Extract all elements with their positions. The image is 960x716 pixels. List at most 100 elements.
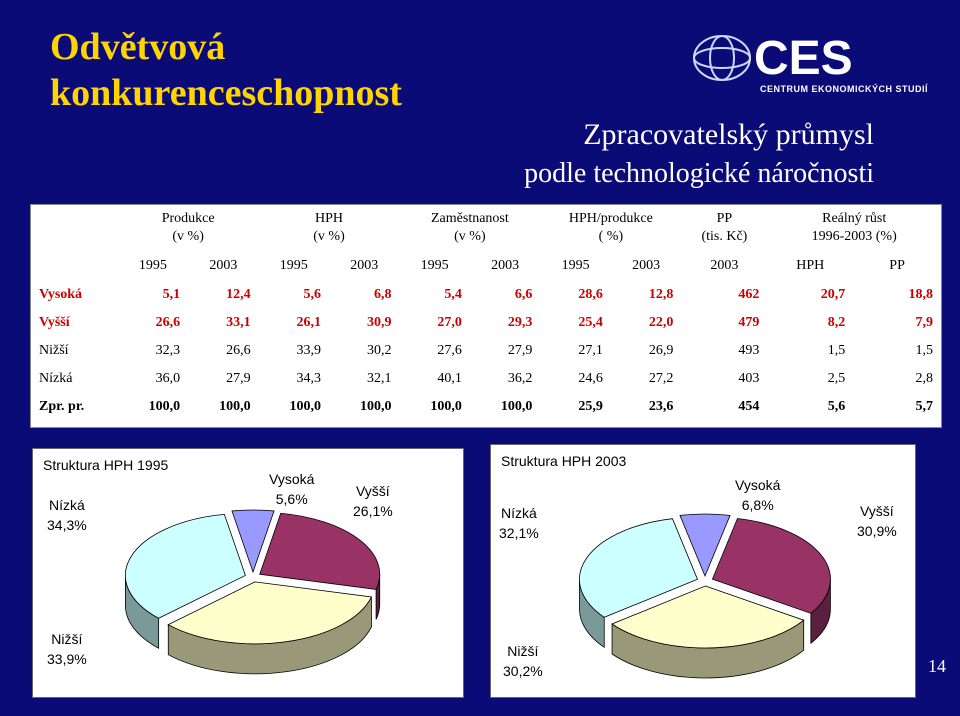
table-cell: 24,6 xyxy=(578,371,603,386)
table-cell: 2,8 xyxy=(915,371,934,386)
label-vyssi: Vyšší 30,9% xyxy=(857,501,897,541)
label-nizka: Nízká 32,1% xyxy=(499,503,539,543)
year-header-row: 1995 2003 1995 2003 1995 2003 1995 2003 … xyxy=(31,251,941,281)
group-header: PP (tis. Kč) xyxy=(701,211,748,244)
table-cell: 33,9 xyxy=(296,343,322,358)
table-cell: 493 xyxy=(738,343,760,358)
table-cell: 18,8 xyxy=(908,287,934,302)
year-cell: 1995 xyxy=(138,258,167,273)
title-line-1: Odvětvová xyxy=(50,26,226,68)
table-cell: 5,6 xyxy=(827,399,846,414)
group-header: HPH (v %) xyxy=(313,211,345,244)
table-cell: 403 xyxy=(738,371,760,386)
table-cell: 6,6 xyxy=(514,287,533,302)
pie-slice-nižší xyxy=(167,581,373,645)
group-header: Reálný růst 1996-2003 (%) xyxy=(811,211,897,244)
table-cell: 27,2 xyxy=(648,371,674,386)
pie-chart-svg xyxy=(124,509,381,675)
pie-chart-2003: Struktura HPH 2003 Nízká 32,1% Vysoká 6,8%… xyxy=(490,444,916,698)
label-nizsi: Nižší 33,9% xyxy=(47,629,87,669)
pie-slice-vysoká xyxy=(231,509,275,574)
table-cell: 5,7 xyxy=(915,399,934,414)
table-cell: 12,8 xyxy=(648,287,674,302)
row-label: Zpr. pr. xyxy=(39,399,85,414)
table-cell: 25,9 xyxy=(578,399,603,414)
table-cell: 5,4 xyxy=(444,287,462,302)
table-cell: 25,4 xyxy=(578,315,603,330)
row-label: Nižší xyxy=(39,343,69,358)
page-number: 14 xyxy=(928,656,946,676)
table-cell: 100,0 xyxy=(359,399,392,414)
year-cell: 2003 xyxy=(710,258,739,273)
data-table: Produkce (v %) HPH (v %) Zaměstnanost (v %)… xyxy=(30,204,942,428)
year-cell: 2003 xyxy=(350,258,379,273)
subtitle-line-1: Zpracovatelský průmysl xyxy=(583,118,874,151)
subtitle-line-2: podle technologické náročnosti xyxy=(524,158,874,189)
table-cell: 30,9 xyxy=(366,315,392,330)
year-cell: 1995 xyxy=(279,258,308,273)
table-cell: 40,1 xyxy=(437,371,462,386)
table-cell: 462 xyxy=(738,287,760,302)
table-cell: 100,0 xyxy=(148,399,181,414)
label-nizka: Nízká 34,3% xyxy=(47,495,87,535)
year-cell: 2003 xyxy=(491,258,520,273)
table-cell: 22,0 xyxy=(648,315,674,330)
table-cell: 2,5 xyxy=(827,371,846,386)
table-cell: 6,8 xyxy=(373,287,392,302)
table-row: Vyšší 26,6 33,1 26,1 30,9 27,0 29,3 25,4… xyxy=(31,309,941,337)
pie-slice-nízká xyxy=(579,518,699,618)
group-header-row: Produkce (v %) HPH (v %) Zaměstnanost (v %)… xyxy=(31,205,941,251)
table-cell: 27,1 xyxy=(578,343,603,358)
table-row: Nízká 36,0 27,9 34,3 32,1 40,1 36,2 24,6… xyxy=(31,365,941,393)
year-cell: PP xyxy=(889,258,905,273)
year-cell: 1995 xyxy=(561,258,590,273)
label-vysoka: Vysoká 6,8% xyxy=(735,475,781,515)
pie-slice-vyšší xyxy=(711,518,831,614)
table-cell: 1,5 xyxy=(827,343,846,358)
year-cell: 2003 xyxy=(209,258,238,273)
year-cell: HPH xyxy=(796,258,825,273)
group-header: Zaměstnanost (v %) xyxy=(431,211,509,244)
table-cell: 32,1 xyxy=(366,371,392,386)
table-cell: 26,6 xyxy=(155,315,181,330)
year-cell: 2003 xyxy=(632,258,661,273)
table-cell: 27,9 xyxy=(226,371,251,386)
row-label: Vyšší xyxy=(39,315,70,330)
table-cell: 100,0 xyxy=(430,399,462,414)
table-cell: 26,9 xyxy=(648,343,674,358)
table-cell: 12,4 xyxy=(226,287,251,302)
row-label: Nízká xyxy=(39,371,73,386)
table-cell: 20,7 xyxy=(820,287,846,302)
table-cell: 28,6 xyxy=(578,287,603,302)
table-cell: 36,0 xyxy=(155,371,181,386)
table-row: Zpr. pr. 100,0 100,0 100,0 100,0 100,0 1… xyxy=(31,393,941,421)
pie-slice-nízká xyxy=(125,513,246,619)
table-cell: 479 xyxy=(738,315,760,330)
slide-title: Odvětvová konkurenceschopnost xyxy=(50,24,402,116)
pie-slice-nižší xyxy=(611,585,805,649)
label-vyssi: Vyšší 26,1% xyxy=(353,481,393,521)
table-cell: 32,3 xyxy=(155,343,181,358)
table-cell: 27,0 xyxy=(437,315,462,330)
logo-subtitle: CENTRUM EKONOMICKÝCH STUDIÍ xyxy=(760,84,928,94)
table-row: Nižší 32,3 26,6 33,9 30,2 27,6 27,9 27,1… xyxy=(31,337,941,365)
table-cell: 100,0 xyxy=(500,399,533,414)
table-cell: 30,2 xyxy=(366,343,392,358)
table-cell: 34,3 xyxy=(296,371,322,386)
table-cell: 23,6 xyxy=(648,399,674,414)
label-vysoka: Vysoká 5,6% xyxy=(269,469,315,509)
pie-slice-vysoká xyxy=(679,513,731,578)
row-label: Vysoká xyxy=(39,287,83,302)
pie-chart-svg xyxy=(579,513,831,679)
table-cell: 5,1 xyxy=(162,287,181,302)
table-cell: 27,9 xyxy=(507,343,533,358)
group-header: Produkce (v %) xyxy=(161,211,215,244)
label-nizsi: Nižší 30,2% xyxy=(503,641,543,681)
table-cell: 7,9 xyxy=(915,315,934,330)
table-cell: 27,6 xyxy=(437,343,462,358)
ces-logo: CES xyxy=(693,32,853,85)
logo-text: CES xyxy=(754,32,853,85)
table-cell: 29,3 xyxy=(507,315,533,330)
table-cell: 8,2 xyxy=(827,315,846,330)
table-cell: 1,5 xyxy=(915,343,934,358)
